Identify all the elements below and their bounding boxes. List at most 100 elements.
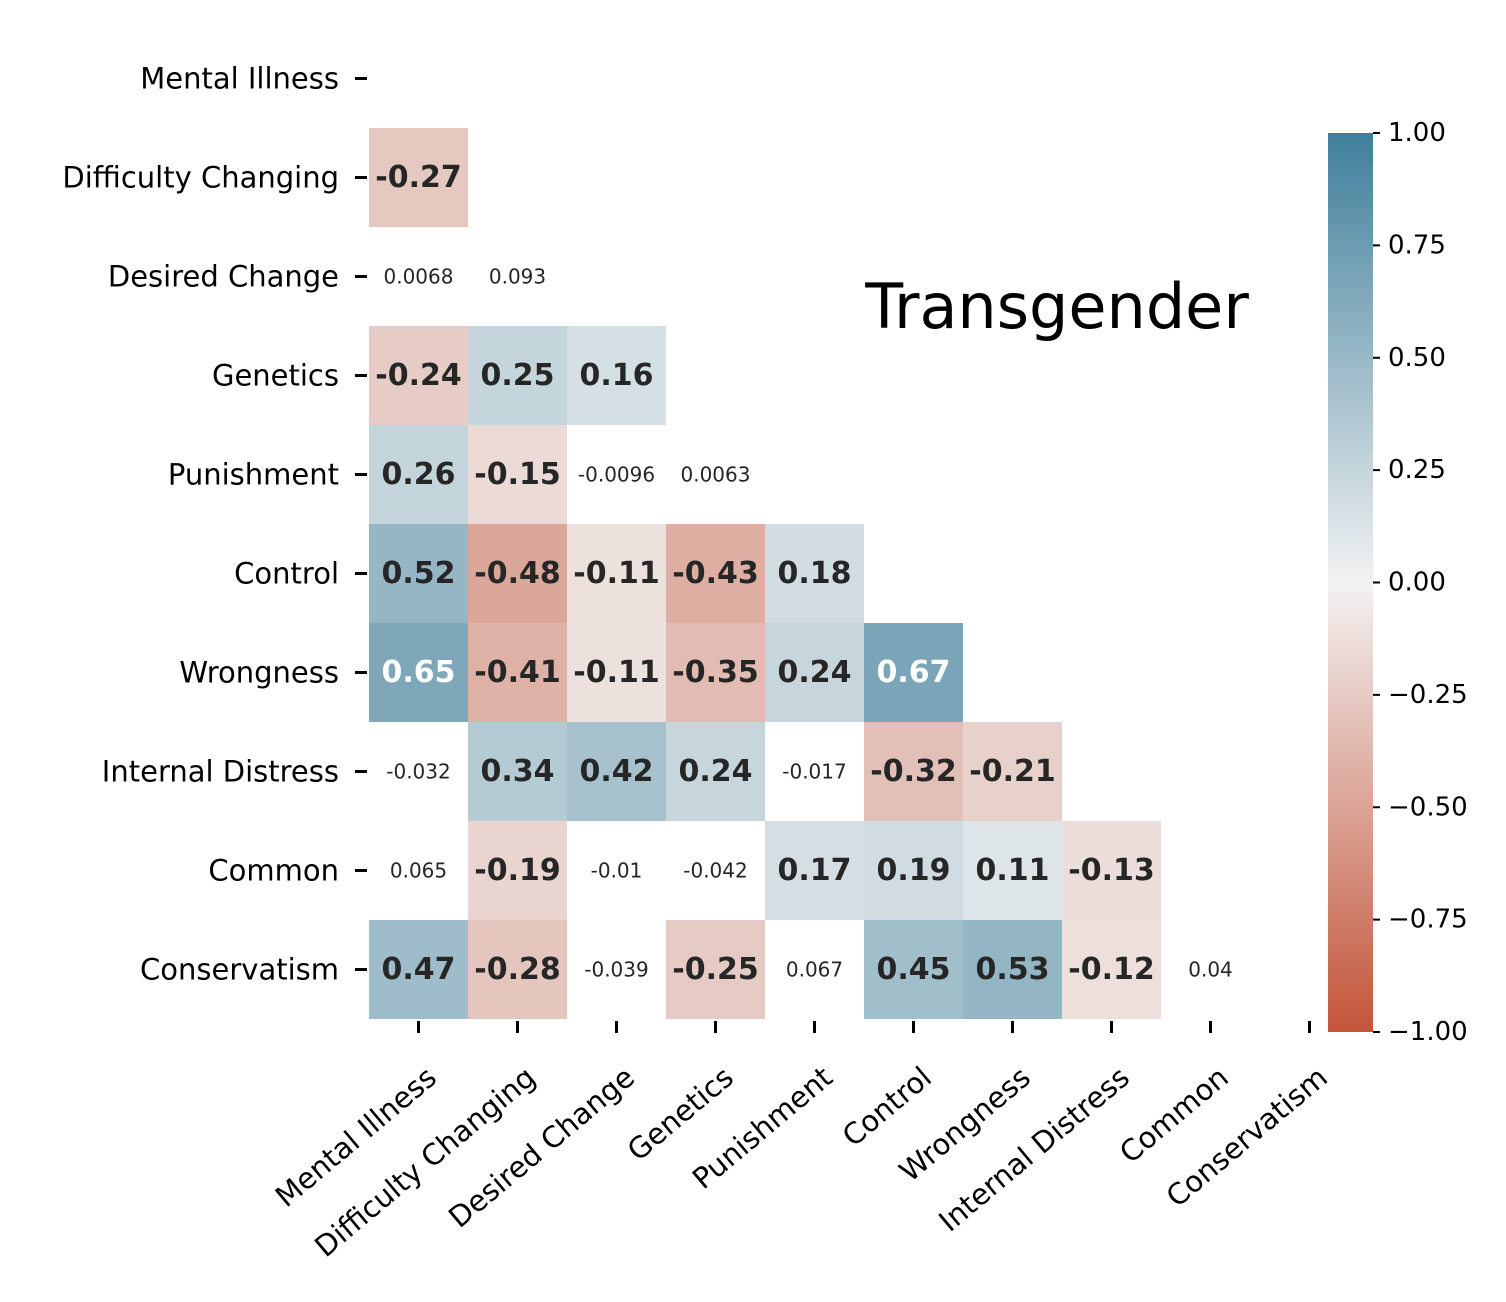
heatmap-cell xyxy=(567,722,666,821)
heatmap-cell xyxy=(468,722,567,821)
cell-value-label: 0.25 xyxy=(480,358,554,393)
heatmap-cell xyxy=(468,326,567,425)
y-axis: Mental Illness Difficulty Changing Desired… xyxy=(62,62,367,987)
cell-value-label: 0.0068 xyxy=(384,265,454,289)
cell-value-label: 0.65 xyxy=(381,655,455,690)
y-tick-label: Mental Illness xyxy=(140,62,339,96)
colorbar: 1.00 0.75 0.50 0.25 0.00 −0.25 −0.50 −0.75 −1.00 xyxy=(1328,118,1468,1047)
cell-value-label: 0.0063 xyxy=(681,463,751,487)
cell-value-label: -0.24 xyxy=(375,358,461,393)
cell-value-label: 0.45 xyxy=(876,952,950,987)
heatmap-cell xyxy=(369,425,468,524)
cell-value-label: -0.21 xyxy=(969,754,1055,789)
heatmap-cell xyxy=(765,821,864,920)
cell-value-label: 0.26 xyxy=(381,457,455,492)
cell-value-label: -0.0096 xyxy=(578,463,655,487)
heatmap-cell xyxy=(864,722,963,821)
cell-value-label: -0.032 xyxy=(386,760,450,784)
cell-value-label: -0.017 xyxy=(782,760,846,784)
cell-value-label: -0.13 xyxy=(1068,853,1154,888)
y-tick-label: Genetics xyxy=(212,359,339,393)
heatmap-cell xyxy=(468,821,567,920)
colorbar-tick-label: −1.00 xyxy=(1388,1017,1468,1047)
cell-value-label: -0.27 xyxy=(375,160,461,195)
y-tick-label: Punishment xyxy=(168,458,339,492)
cell-value-label: -0.25 xyxy=(672,952,758,987)
cell-value-label: 0.16 xyxy=(579,358,653,393)
cell-value-label: 0.53 xyxy=(975,952,1049,987)
heatmap-cell xyxy=(468,920,567,1019)
heatmap-cell xyxy=(468,524,567,623)
colorbar-tick-label: 0.25 xyxy=(1388,455,1446,485)
heatmap-cell xyxy=(369,326,468,425)
cell-value-label: 0.52 xyxy=(381,556,455,591)
cell-annotations: -0.27 0.0068 0.093 -0.24 0.25 0.16 0.26 -0.15 -0… xyxy=(375,160,1233,987)
colorbar-tick-label: −0.75 xyxy=(1388,905,1468,935)
chart-title: Transgender xyxy=(864,270,1249,343)
heatmap-cell xyxy=(369,524,468,623)
cell-value-label: -0.35 xyxy=(672,655,758,690)
cell-value-label: 0.093 xyxy=(489,265,546,289)
heatmap-cell xyxy=(963,920,1062,1019)
y-tick-label: Difficulty Changing xyxy=(62,161,339,195)
colorbar-tick-label: 0.50 xyxy=(1388,343,1446,373)
cell-value-label: -0.01 xyxy=(591,859,643,883)
heatmap-cell xyxy=(765,524,864,623)
heatmap-cell xyxy=(864,920,963,1019)
y-tick-label: Internal Distress xyxy=(102,755,339,789)
y-tick-label: Common xyxy=(208,854,339,888)
heatmap-cell xyxy=(1062,821,1161,920)
cell-value-label: -0.039 xyxy=(584,958,648,982)
cell-value-label: 0.18 xyxy=(777,556,851,591)
cell-value-label: -0.19 xyxy=(474,853,560,888)
colorbar-tick-label: 1.00 xyxy=(1388,118,1446,148)
cell-value-label: -0.48 xyxy=(474,556,560,591)
cell-value-label: 0.067 xyxy=(786,958,843,982)
colorbar-gradient xyxy=(1328,133,1373,1032)
cell-value-label: 0.24 xyxy=(777,655,851,690)
cell-value-label: 0.34 xyxy=(480,754,554,789)
y-tick-label: Conservatism xyxy=(140,953,339,987)
colorbar-tick-label: 0.00 xyxy=(1388,568,1446,598)
heatmap-cell xyxy=(864,821,963,920)
cell-value-label: 0.04 xyxy=(1188,958,1233,982)
cell-value-label: 0.17 xyxy=(777,853,851,888)
cell-value-label: 0.67 xyxy=(876,655,950,690)
heatmap-cell xyxy=(963,821,1062,920)
heatmap-cell xyxy=(369,128,468,227)
heatmap-cell xyxy=(468,623,567,722)
heatmap-cell xyxy=(666,524,765,623)
colorbar-tick-label: −0.50 xyxy=(1388,792,1468,822)
cell-value-label: -0.12 xyxy=(1068,952,1154,987)
heatmap-cell xyxy=(567,623,666,722)
cell-value-label: -0.43 xyxy=(672,556,758,591)
y-tick-label: Control xyxy=(234,557,339,591)
cell-value-label: 0.19 xyxy=(876,853,950,888)
heatmap-cell xyxy=(666,722,765,821)
cell-value-label: -0.11 xyxy=(573,655,659,690)
cell-value-label: 0.42 xyxy=(579,754,653,789)
heatmap-cell xyxy=(765,623,864,722)
heatmap-cell xyxy=(567,326,666,425)
heatmap-cell xyxy=(864,623,963,722)
heatmap-cell xyxy=(369,920,468,1019)
colorbar-tick-label: 0.75 xyxy=(1388,230,1446,260)
cell-value-label: -0.41 xyxy=(474,655,560,690)
y-tick-label: Wrongness xyxy=(179,656,339,690)
cell-value-label: -0.32 xyxy=(870,754,956,789)
colorbar-ticks: 1.00 0.75 0.50 0.25 0.00 −0.25 −0.50 −0.75 −1.00 xyxy=(1373,118,1468,1047)
cell-value-label: -0.11 xyxy=(573,556,659,591)
heatmap-cell xyxy=(666,920,765,1019)
cell-value-label: 0.065 xyxy=(390,859,447,883)
cell-value-label: -0.15 xyxy=(474,457,560,492)
heatmap-cell xyxy=(369,623,468,722)
heatmap-cell xyxy=(666,623,765,722)
heatmap-cells xyxy=(369,128,1161,1019)
y-tick-label: Desired Change xyxy=(108,260,339,294)
cell-value-label: -0.042 xyxy=(683,859,747,883)
heatmap-cell xyxy=(1062,920,1161,1019)
heatmap-cell xyxy=(567,524,666,623)
cell-value-label: 0.24 xyxy=(678,754,752,789)
